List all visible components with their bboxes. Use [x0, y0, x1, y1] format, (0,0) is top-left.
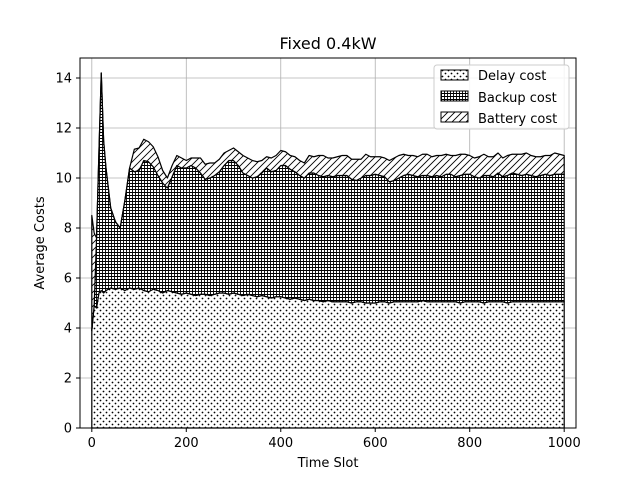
legend-swatch-backup [440, 90, 469, 102]
y-tick-label: 14 [55, 72, 72, 87]
legend-swatch-delay [440, 69, 469, 81]
area-layer [91, 72, 565, 429]
plot-frame [79, 57, 577, 429]
area-battery-cost [91, 72, 565, 332]
legend-swatch-battery [440, 111, 469, 123]
x-tick-label: 400 [268, 436, 293, 451]
y-tick-label: 8 [64, 222, 72, 237]
x-tick-label: 200 [174, 436, 199, 451]
y-tick-label: 6 [64, 272, 72, 287]
legend-label-delay: Delay cost [478, 69, 546, 84]
y-tick-label: 0 [64, 422, 72, 437]
y-axis-label: Average Costs [33, 196, 48, 289]
y-tick-label: 4 [64, 322, 72, 337]
x-axis-label: Time Slot [297, 456, 359, 471]
chart-title: Fixed 0.4kW [279, 34, 376, 53]
y-tick-label: 12 [55, 122, 72, 137]
x-tick-label: 0 [88, 436, 96, 451]
legend: Delay cost Backup cost Battery cost [433, 64, 570, 130]
legend-label-backup: Backup cost [478, 91, 557, 106]
x-tick-label: 800 [457, 436, 482, 451]
x-tick-label: 1000 [548, 436, 581, 451]
y-tick-label: 2 [64, 372, 72, 387]
x-tick-label: 600 [363, 436, 388, 451]
tick-layer: 0 200 400 600 800 1000 0 2 4 6 8 10 12 14 [55, 72, 580, 452]
area-delay-cost [91, 287, 565, 429]
legend-label-battery: Battery cost [478, 112, 557, 127]
y-tick-label: 10 [55, 172, 72, 187]
